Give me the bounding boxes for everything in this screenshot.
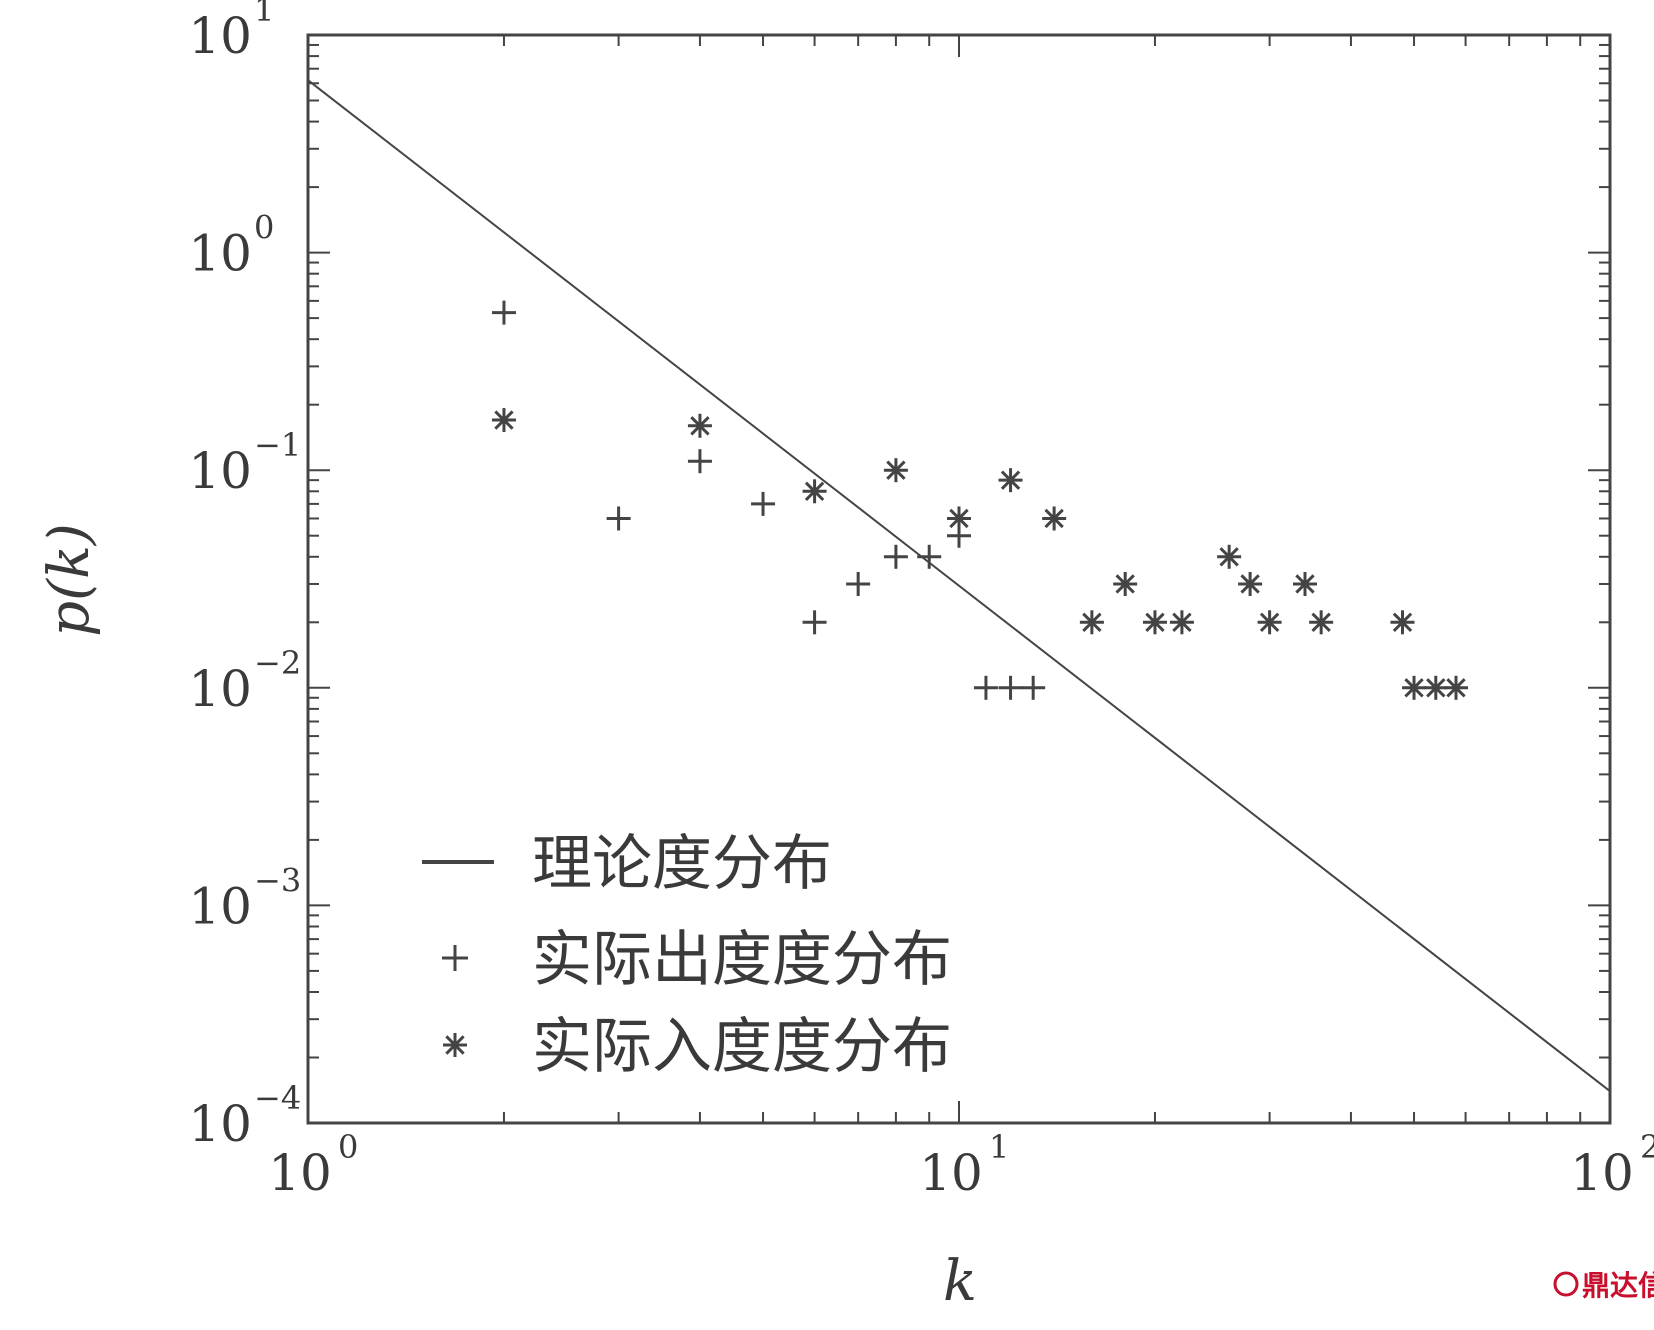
theory-line (307, 79, 1611, 1092)
plot-frame (306, 33, 1612, 1125)
x-tick-base: 10 (919, 1144, 983, 1202)
in-degree-point (947, 506, 971, 531)
out-degree-point (973, 675, 998, 700)
x-tick-label: 10 2 (1570, 1128, 1654, 1202)
y-tick-label: 10 0 (188, 209, 274, 283)
y-tick-exponent: −3 (254, 861, 301, 899)
in-degree-point (1390, 610, 1415, 635)
y-tick-exponent: −4 (254, 1079, 301, 1117)
in-degree-point (883, 458, 908, 483)
legend-plus-swatch (442, 945, 468, 971)
legend-label: 理论度分布 (532, 829, 832, 899)
x-tick-exponent: 2 (1640, 1128, 1654, 1166)
in-degree-point (1217, 544, 1242, 569)
out-degree-point (751, 491, 776, 516)
in-degree-point (1402, 675, 1427, 700)
out-degree-point (846, 571, 871, 596)
out-degree-point (1021, 675, 1046, 700)
y-tick-label: 10 −2 (188, 644, 301, 718)
y-tick-exponent: −2 (254, 644, 301, 682)
in-degree-point (1257, 610, 1282, 635)
in-degree-point (1443, 675, 1468, 700)
y-tick-label: 10 −3 (188, 861, 301, 935)
out-degree-point (917, 544, 942, 569)
in-degree-point (1423, 675, 1448, 700)
watermark-logo-icon (1553, 1271, 1579, 1297)
watermark-text: 鼎达信 (1582, 1269, 1654, 1302)
out-degree-point (606, 506, 631, 531)
y-tick-exponent: 0 (254, 209, 274, 247)
legend-label: 实际入度度分布 (532, 1012, 952, 1082)
in-degree-point (1079, 610, 1104, 635)
in-degree-point (1309, 610, 1334, 635)
y-tick-label: 10 −4 (188, 1079, 301, 1153)
x-tick-label: 10 0 (268, 1128, 358, 1202)
y-axis-label: p(k) (37, 523, 102, 636)
out-degree-point (802, 610, 827, 635)
y-tick-base: 10 (188, 7, 252, 65)
y-tick-base: 10 (188, 1095, 252, 1153)
y-tick-base: 10 (188, 442, 252, 500)
in-degree-point (1169, 610, 1194, 635)
y-tick-label: 10 −1 (188, 426, 301, 500)
in-degree-point (491, 408, 516, 433)
watermark: 鼎达信 (1553, 1269, 1654, 1302)
y-tick-base: 10 (188, 660, 252, 718)
y-tick-base: 10 (188, 877, 252, 935)
y-tick-label: 10 1 (188, 0, 274, 65)
in-degree-point (1042, 506, 1067, 531)
x-tick-base: 10 (1570, 1144, 1634, 1202)
in-degree-point (1238, 571, 1263, 596)
in-degree-point (1292, 571, 1317, 596)
legend-entry: 理论度分布 (422, 829, 832, 899)
legend-label: 实际出度度分布 (532, 925, 952, 995)
legend-entry: 实际出度度分布 (442, 925, 952, 995)
legend-entry: 实际入度度分布 (443, 1012, 952, 1082)
out-degree-point (687, 449, 712, 474)
in-degree-point (802, 479, 827, 504)
out-degree-point (883, 544, 908, 569)
y-tick-base: 10 (188, 225, 252, 283)
x-tick-exponent: 0 (338, 1128, 358, 1166)
out-degree-point (998, 675, 1023, 700)
x-tick-label: 10 1 (919, 1128, 1009, 1202)
x-tick-base: 10 (268, 1144, 332, 1202)
out-degree-point (491, 300, 516, 325)
x-tick-exponent: 1 (989, 1128, 1009, 1166)
plot-area (307, 79, 1611, 1092)
in-degree-point (1142, 610, 1167, 635)
in-degree-point (687, 413, 712, 438)
x-axis-label: k (943, 1249, 977, 1314)
in-degree-point (1113, 571, 1138, 596)
y-tick-exponent: −1 (254, 426, 301, 464)
in-degree-point (998, 468, 1023, 493)
y-tick-exponent: 1 (254, 0, 274, 29)
legend-asterisk-swatch (443, 1033, 467, 1057)
